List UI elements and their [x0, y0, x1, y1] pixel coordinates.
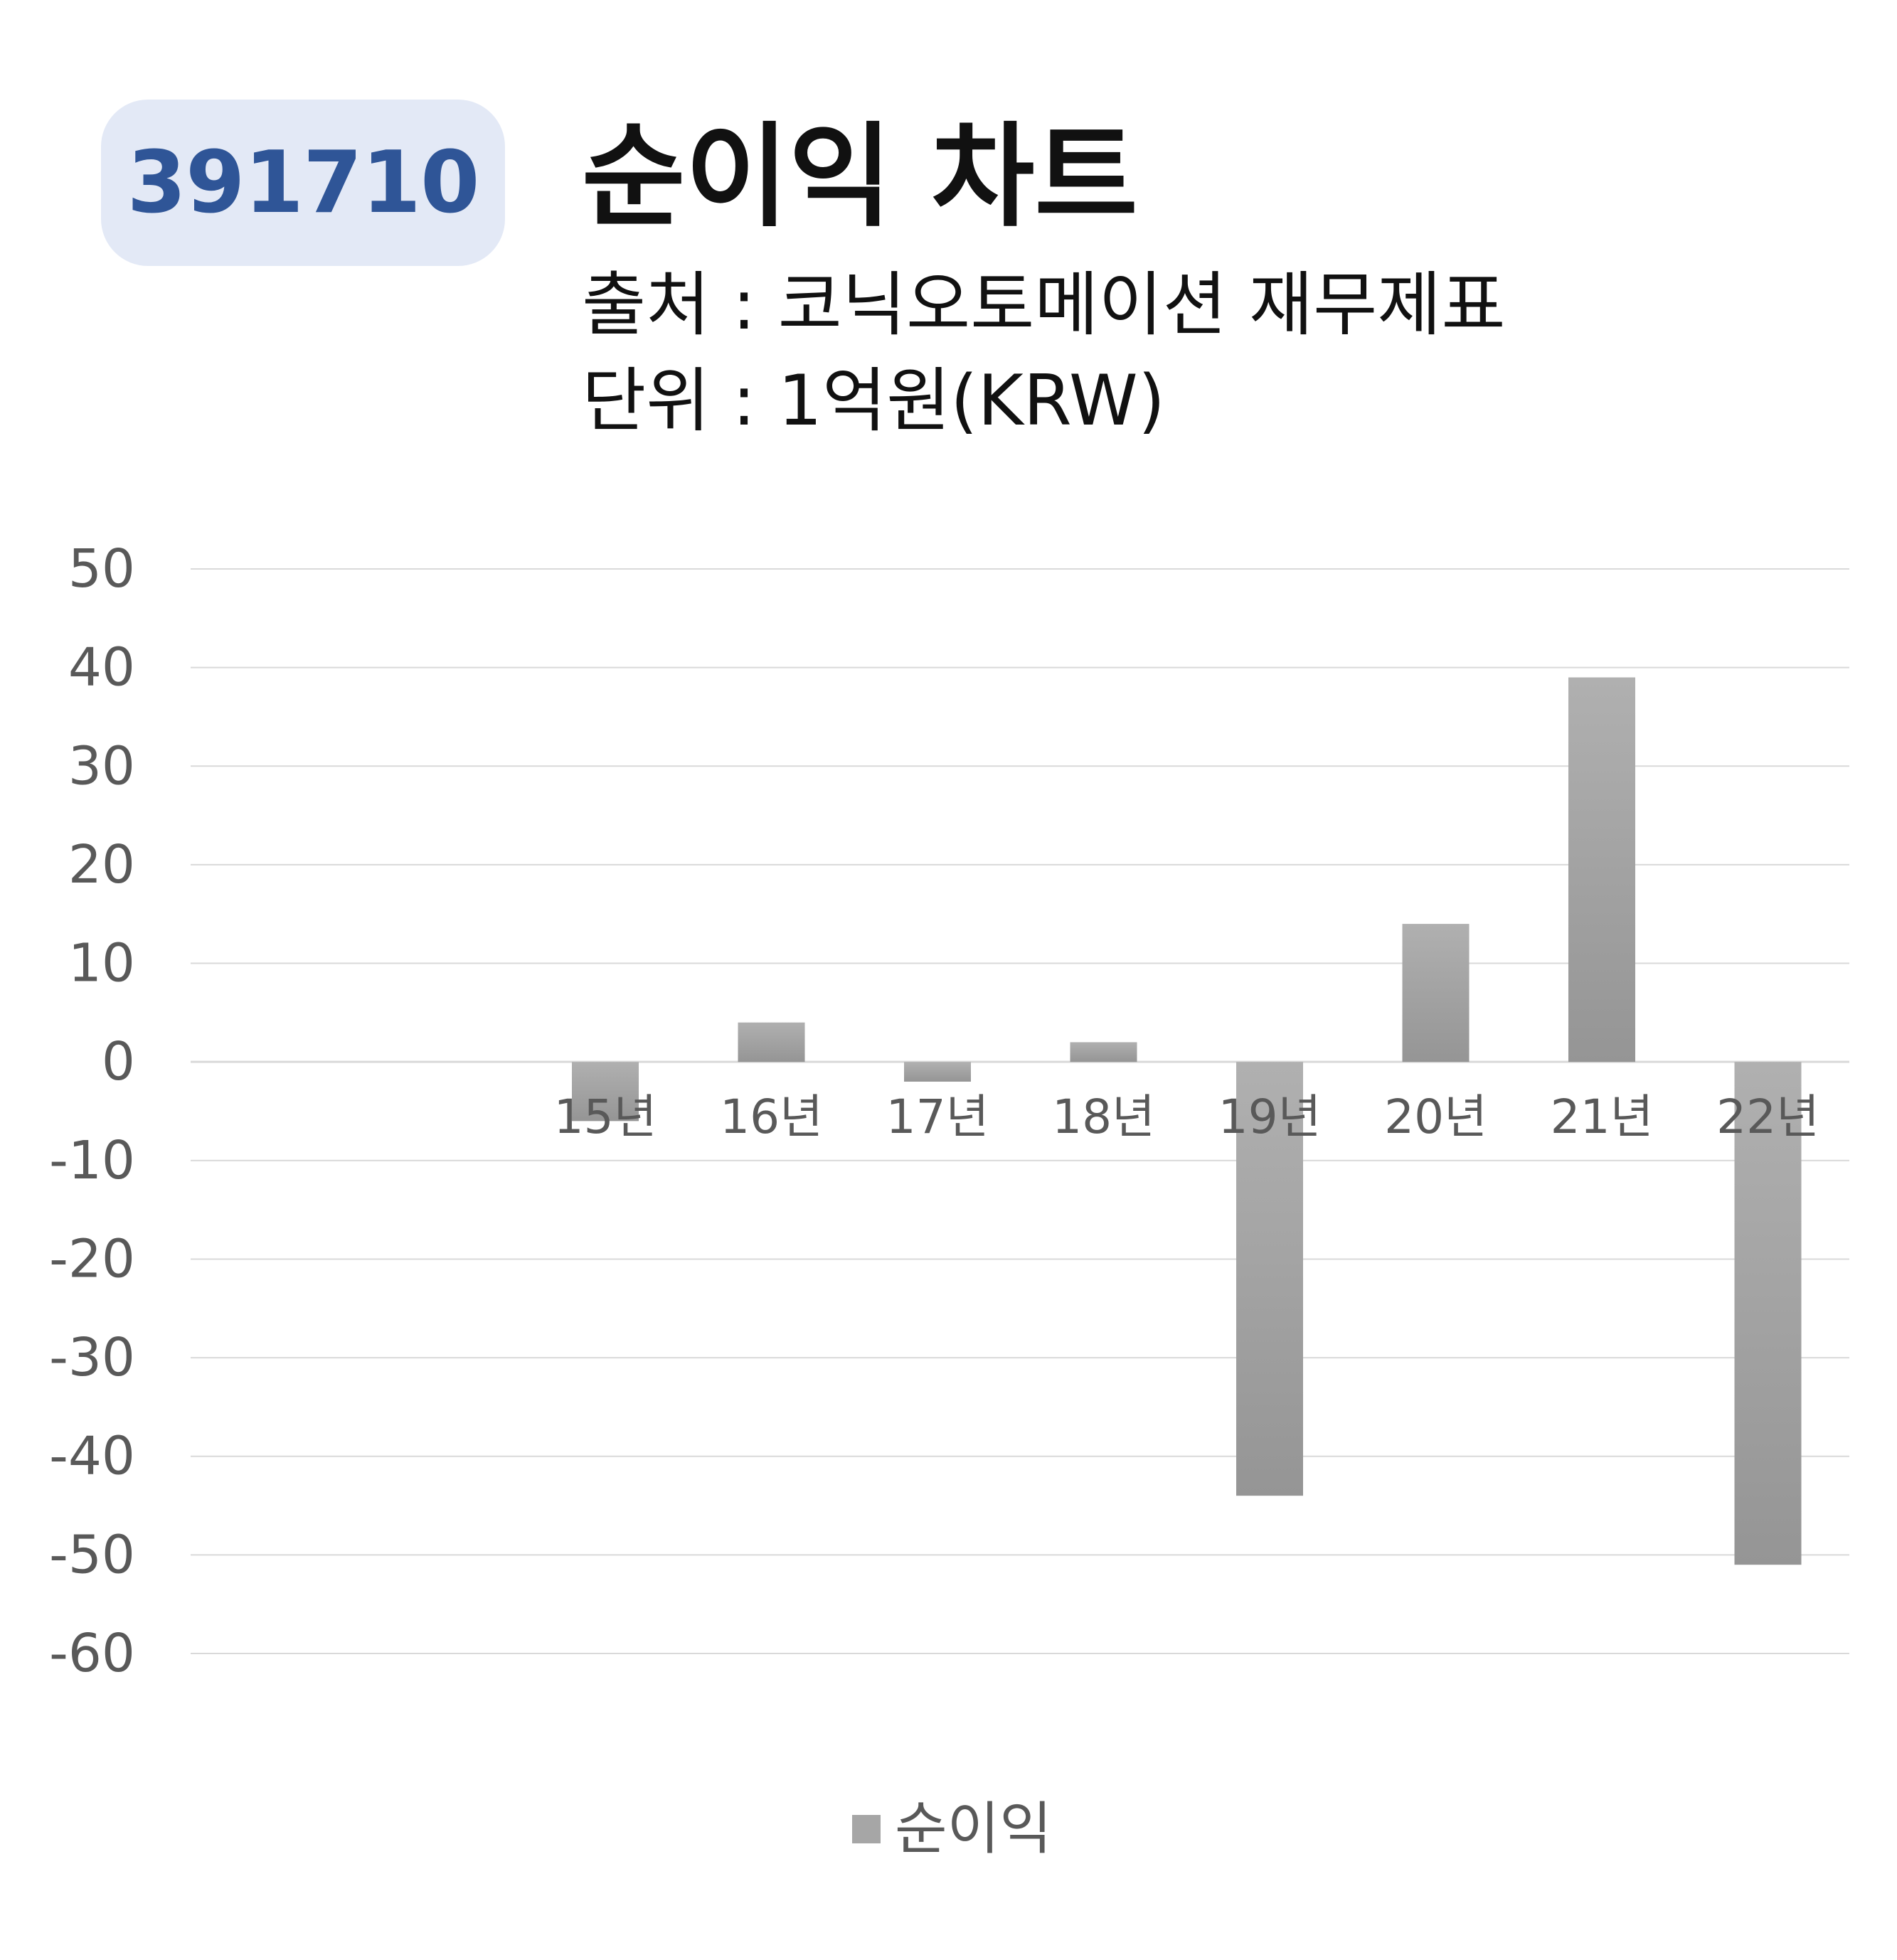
x-category-label: 17년	[886, 1090, 989, 1144]
y-tick-label: 0	[102, 1031, 135, 1092]
x-category-label: 20년	[1384, 1090, 1487, 1144]
stock-code: 391710	[127, 133, 480, 233]
legend: 순이익	[852, 1801, 1052, 1858]
y-tick-label: -30	[49, 1327, 135, 1388]
y-axis-ticks: 50 40 30 20 10 0 -10 -20 -30 -40 -50 -60	[49, 538, 135, 1684]
y-tick-label: 40	[68, 637, 135, 698]
bar-19	[1236, 1062, 1303, 1496]
gridlines	[191, 568, 1849, 1654]
y-tick-label: -20	[49, 1228, 135, 1289]
x-category-label: 15년	[554, 1090, 657, 1144]
y-tick-label: 20	[68, 834, 135, 895]
bar-16	[738, 1022, 805, 1062]
bar-21	[1568, 677, 1635, 1062]
y-tick-label: -10	[49, 1130, 135, 1191]
y-tick-label: -40	[49, 1426, 135, 1487]
bar-15	[572, 1062, 639, 1122]
bar-20	[1402, 924, 1470, 1062]
y-tick-label: -50	[49, 1524, 135, 1585]
x-category-label: 22년	[1716, 1090, 1819, 1144]
bar-18	[1070, 1042, 1137, 1062]
stock-code-badge: 391710	[101, 100, 505, 266]
x-category-label: 21년	[1551, 1090, 1654, 1144]
chart-title: 순이익 차트	[582, 112, 1138, 243]
legend-label: 순이익	[895, 1796, 1052, 1862]
bars	[572, 677, 1802, 1565]
x-axis-labels: 15년 16년 17년 18년 19년 20년 21년 22년	[554, 1090, 1819, 1144]
bar-17	[904, 1062, 971, 1082]
y-tick-label: 10	[68, 933, 135, 994]
x-category-label: 18년	[1052, 1090, 1155, 1144]
y-tick-label: 50	[68, 538, 135, 600]
bar-22	[1734, 1062, 1802, 1565]
x-category-label: 16년	[720, 1090, 823, 1144]
y-tick-label: 30	[68, 735, 135, 797]
source-note: 출처 : 코닉오토메이션 재무제표	[582, 265, 1506, 346]
unit-note: 단위 : 1억원(KRW)	[582, 361, 1166, 442]
y-tick-label: -60	[49, 1623, 135, 1684]
x-category-label: 19년	[1218, 1090, 1322, 1144]
legend-swatch	[852, 1815, 881, 1843]
